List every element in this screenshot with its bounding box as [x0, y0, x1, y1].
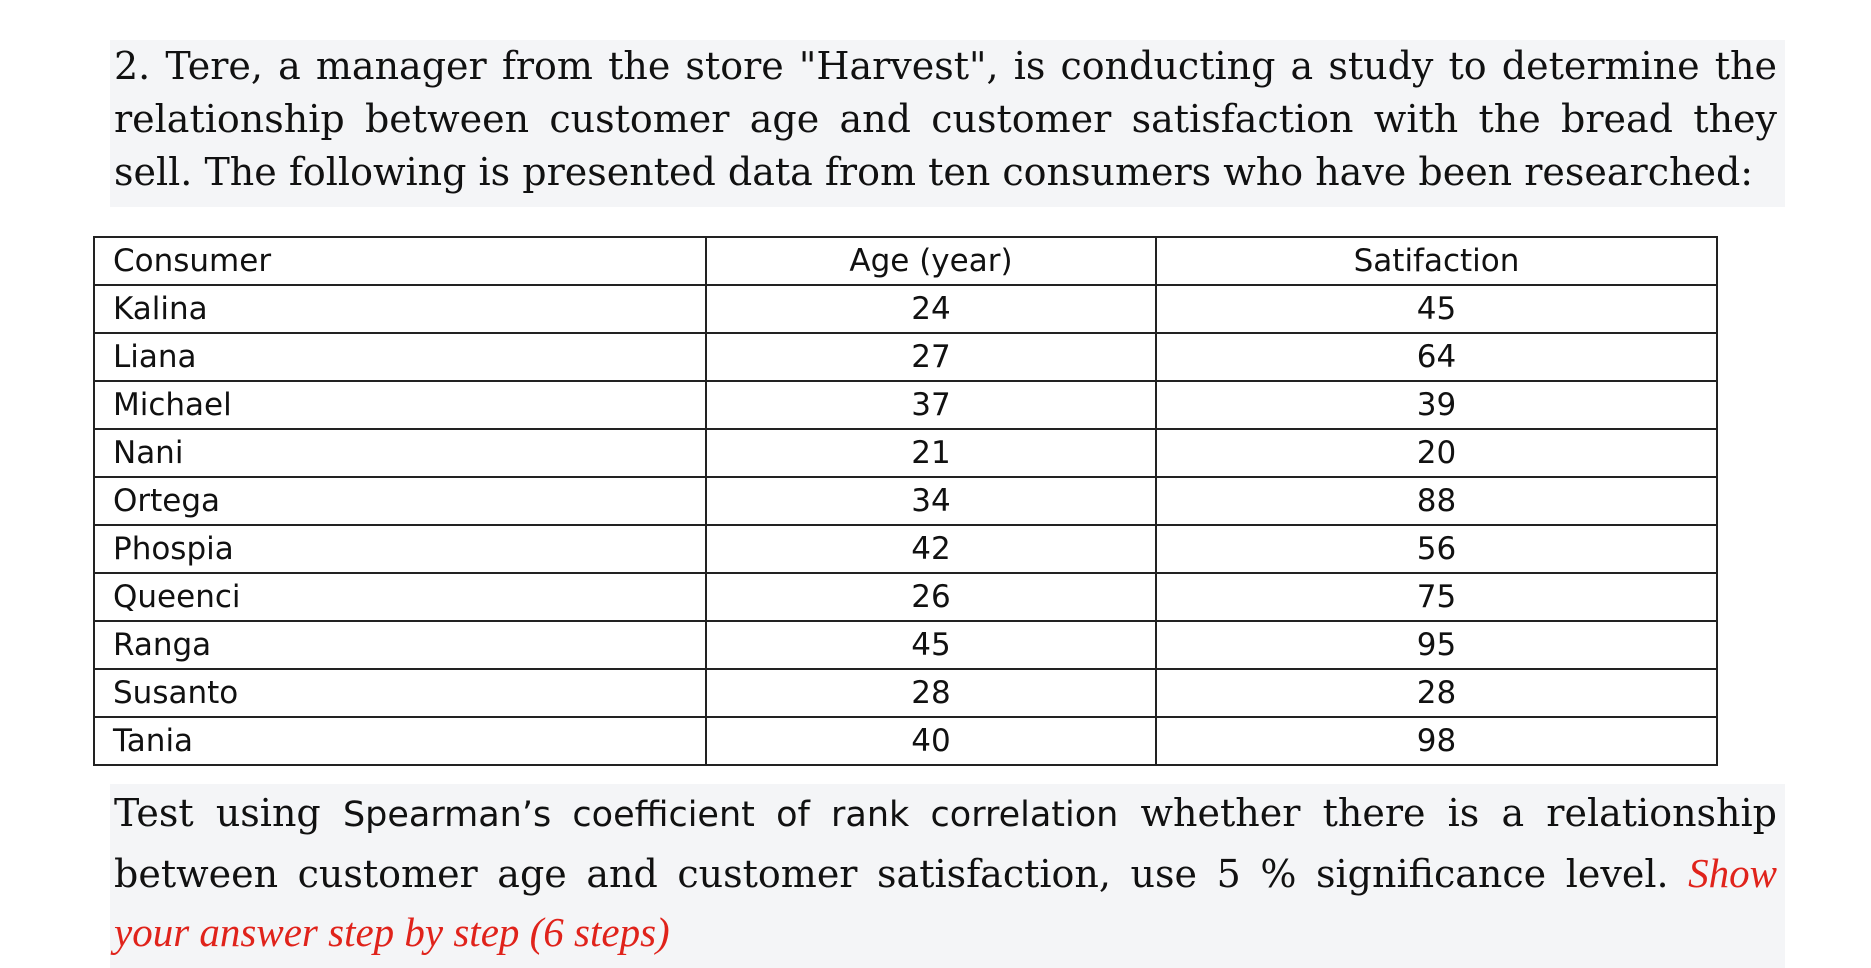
- consumer-name: Nani: [93, 428, 707, 478]
- consumer-satisfaction: 95: [1155, 620, 1718, 670]
- table-header-row: Consumer Age (year) Satifaction: [93, 236, 1718, 286]
- table-row: Ranga 45 95: [93, 620, 1718, 670]
- consumer-satisfaction: 64: [1155, 332, 1718, 382]
- consumer-satisfaction: 20: [1155, 428, 1718, 478]
- consumer-satisfaction: 98: [1155, 716, 1718, 766]
- table-row: Liana 27 64: [93, 332, 1718, 382]
- consumer-age: 26: [705, 572, 1157, 622]
- consumer-name: Ranga: [93, 620, 707, 670]
- consumer-age: 42: [705, 524, 1157, 574]
- consumer-satisfaction: 88: [1155, 476, 1718, 526]
- table-row: Tania 40 98: [93, 716, 1718, 766]
- consumer-satisfaction: 28: [1155, 668, 1718, 718]
- consumer-age: 45: [705, 620, 1157, 670]
- consumer-age: 37: [705, 380, 1157, 430]
- header-satisfaction: Satifaction: [1155, 236, 1718, 286]
- consumer-name: Susanto: [93, 668, 707, 718]
- header-age: Age (year): [705, 236, 1157, 286]
- table-row: Queenci 26 75: [93, 572, 1718, 622]
- table-row: Susanto 28 28: [93, 668, 1718, 718]
- consumer-satisfaction: 39: [1155, 380, 1718, 430]
- consumer-age: 40: [705, 716, 1157, 766]
- question-block: Test using Spearman’s coefficient of ran…: [110, 784, 1785, 968]
- problem-intro: 2. Tere, a manager from the store "Harve…: [110, 40, 1785, 207]
- consumer-name: Michael: [93, 380, 707, 430]
- table-row: Nani 21 20: [93, 428, 1718, 478]
- table-row: Phospia 42 56: [93, 524, 1718, 574]
- consumer-satisfaction: 75: [1155, 572, 1718, 622]
- consumer-name: Tania: [93, 716, 707, 766]
- question-hint: Show your answer step by step (6 steps): [114, 850, 1777, 955]
- question-rest: whether there is a relationship between …: [114, 791, 1777, 896]
- question-prefix: Test using: [114, 791, 343, 835]
- table-row: Kalina 24 45: [93, 284, 1718, 334]
- consumer-satisfaction: 45: [1155, 284, 1718, 334]
- consumer-age: 21: [705, 428, 1157, 478]
- question-text: Test using Spearman’s coefficient of ran…: [114, 784, 1777, 962]
- consumer-name: Queenci: [93, 572, 707, 622]
- table-row: Michael 37 39: [93, 380, 1718, 430]
- table-row: Ortega 34 88: [93, 476, 1718, 526]
- consumer-age: 24: [705, 284, 1157, 334]
- consumer-name: Ortega: [93, 476, 707, 526]
- consumer-age: 34: [705, 476, 1157, 526]
- consumer-age: 27: [705, 332, 1157, 382]
- consumer-name: Kalina: [93, 284, 707, 334]
- consumer-name: Phospia: [93, 524, 707, 574]
- question-method: Spearman’s coefficient of rank correlati…: [342, 795, 1119, 835]
- problem-intro-text: 2. Tere, a manager from the store "Harve…: [114, 44, 1777, 194]
- header-consumer: Consumer: [93, 236, 707, 286]
- consumer-age: 28: [705, 668, 1157, 718]
- consumer-name: Liana: [93, 332, 707, 382]
- consumer-data-table: Consumer Age (year) Satifaction Kalina 2…: [93, 236, 1718, 766]
- consumer-satisfaction: 56: [1155, 524, 1718, 574]
